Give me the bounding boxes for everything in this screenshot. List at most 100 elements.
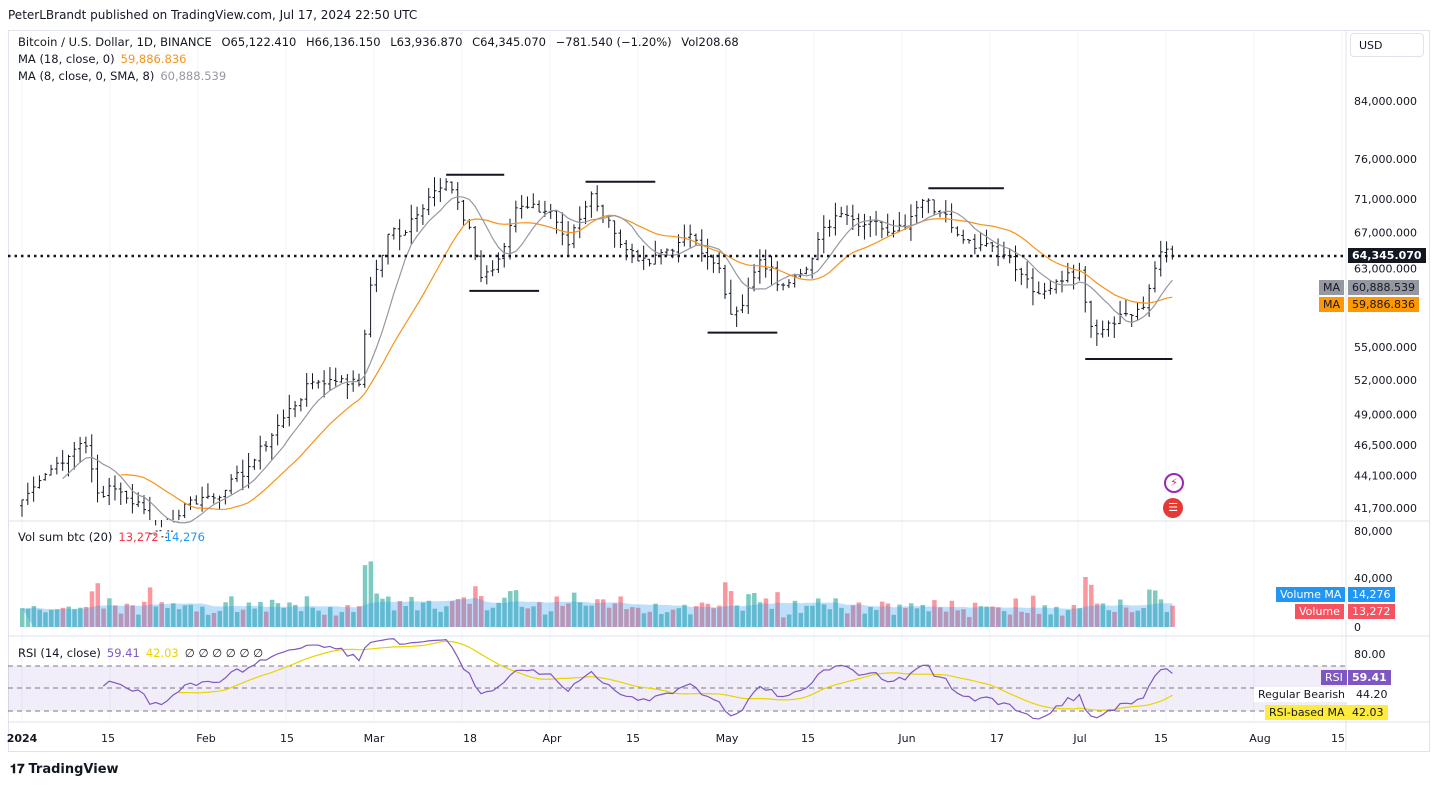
low-value: L63,936.870 <box>390 35 463 49</box>
chart-frame[interactable] <box>8 30 1430 752</box>
volume-bar <box>420 602 426 627</box>
volume-bar <box>165 607 170 627</box>
volume-bar <box>380 598 385 627</box>
ma18-tag: MA <box>1319 297 1345 312</box>
volume-bar <box>415 610 420 627</box>
volume-bar <box>49 609 54 627</box>
volume-bar <box>409 596 414 627</box>
volume-bar <box>641 613 647 627</box>
volume-bar <box>781 617 786 627</box>
volume-bar <box>142 601 147 627</box>
ma18-legend[interactable]: MA (18, close, 0) 59,886.836 <box>18 52 192 66</box>
volume-bar <box>426 600 432 627</box>
volume-bar <box>101 608 106 627</box>
volume-bar <box>298 611 304 627</box>
price-tick: 76,000.000 <box>1354 153 1417 166</box>
volume-bar <box>37 609 42 627</box>
publisher-line: PeterLBrandt published on TradingView.co… <box>8 8 418 22</box>
volume-bar <box>972 602 978 627</box>
volume-bar <box>188 604 193 627</box>
volume-bar <box>432 608 438 627</box>
volume-bar <box>897 604 902 627</box>
volume-bar <box>1071 605 1077 627</box>
high-value: H66,136.150 <box>306 35 381 49</box>
volume-bar <box>937 607 943 627</box>
volume-bar <box>740 610 745 627</box>
volume-bar <box>72 609 77 627</box>
volume-bar <box>182 605 188 627</box>
us-flag-icon[interactable]: ☰ <box>1163 498 1183 518</box>
price-tick: 84,000.000 <box>1354 95 1417 108</box>
time-tick: 15 <box>101 732 115 745</box>
volume-bar <box>281 607 286 627</box>
rsi-ma-line <box>178 640 1173 711</box>
volume-bar <box>746 594 751 627</box>
volume-bar <box>833 598 838 627</box>
volume-bar <box>287 602 292 627</box>
volume-bar <box>322 614 327 627</box>
ma18-price-tag: 59,886.836 <box>1348 297 1419 312</box>
volume-bar <box>949 600 955 627</box>
volume-bar <box>1164 612 1170 627</box>
time-tick: Feb <box>196 732 215 745</box>
rsi-ma-tag: RSI-based MA <box>1265 705 1349 720</box>
volume-bar <box>1048 614 1053 627</box>
volume-bar <box>269 599 275 627</box>
time-tick: 15 <box>280 732 294 745</box>
volume-bar <box>676 608 682 627</box>
volume-bar <box>955 610 960 627</box>
volume-bar <box>107 598 112 627</box>
volume-bar <box>961 609 966 627</box>
volume-bar <box>595 599 600 627</box>
volume-bar <box>1123 607 1129 627</box>
currency-button[interactable]: USD <box>1350 33 1424 57</box>
time-tick: Jul <box>1072 732 1086 745</box>
volume-legend[interactable]: Vol sum btc (20) 13,272 14,276 <box>18 530 211 544</box>
volume-bar <box>786 614 792 627</box>
volume-bar <box>845 613 850 627</box>
volume-bar <box>89 591 95 627</box>
price-tick: 55,000.000 <box>1354 341 1417 354</box>
volume-bar <box>386 596 391 627</box>
volume-bar <box>618 596 623 627</box>
volume-bar <box>1042 605 1048 627</box>
volume-bar <box>763 598 769 627</box>
volume-bar <box>1112 611 1117 627</box>
volume-bar <box>548 611 554 627</box>
volume-bar <box>566 603 571 627</box>
time-tick: Aug <box>1249 732 1270 745</box>
volume-bar <box>1118 599 1123 627</box>
volume-bar <box>868 607 873 627</box>
ma8-value: 60,888.539 <box>160 69 227 83</box>
volume-bar <box>508 591 513 627</box>
volume-bar <box>792 600 798 627</box>
volume-bar <box>124 603 130 627</box>
time-tick: 2024 <box>7 732 38 745</box>
ma8-legend[interactable]: MA (8, close, 0, SMA, 8) 60,888.539 <box>18 69 232 83</box>
time-tick: Mar <box>364 732 385 745</box>
rsi-label: RSI (14, close) <box>18 646 101 660</box>
volume-bar <box>1019 611 1024 627</box>
volume-bar <box>688 614 693 627</box>
symbol-legend: Bitcoin / U.S. Dollar, 1D, BINANCE O65,1… <box>18 35 745 49</box>
volume-bar <box>205 614 211 627</box>
volume-bar <box>601 599 606 627</box>
volume-bar <box>153 606 159 627</box>
rsi-legend[interactable]: RSI (14, close) 59.41 42.03 ∅ ∅ ∅ ∅ ∅ ∅ <box>18 646 269 660</box>
tradingview-logo-icon: 𝟏𝟕 <box>10 762 25 777</box>
volume-bar <box>664 612 670 627</box>
price-tick: 67,000.000 <box>1354 226 1417 239</box>
tradingview-footer[interactable]: 𝟏𝟕 TradingView <box>10 762 119 777</box>
volume-bar <box>1170 605 1175 627</box>
lightning-icon[interactable]: ⚡ <box>1164 473 1184 493</box>
time-tick: Apr <box>542 732 562 745</box>
open-value: O65,122.410 <box>221 35 297 49</box>
volume-ma-price-tag: 14,276 <box>1348 587 1395 602</box>
volume-bar <box>449 601 455 627</box>
volume-bar <box>345 605 350 627</box>
volume-bar <box>455 599 461 627</box>
volume-bar <box>467 603 472 627</box>
volume-bar <box>699 602 705 627</box>
volume-bar <box>217 610 223 627</box>
